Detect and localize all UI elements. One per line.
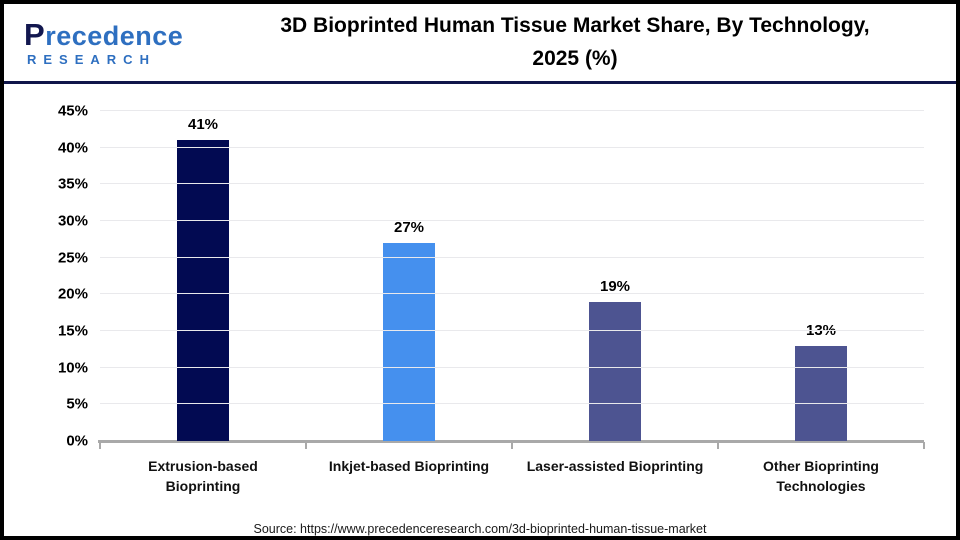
bar-2 xyxy=(383,243,435,441)
bar-1 xyxy=(177,140,229,441)
x-category-label-line: Technologies xyxy=(776,478,866,495)
chart-title-line2: 2025 (%) xyxy=(532,46,618,70)
bars-container: 41% 27% 19% 13% xyxy=(100,111,924,441)
x-category-label-line: Inkjet-based Bioprinting xyxy=(328,458,490,474)
x-axis-labels: Extrusion-based Bioprinting Inkjet-based B… xyxy=(100,456,924,497)
gridline xyxy=(100,220,924,221)
x-category-label-line: Other Bioprinting xyxy=(763,458,879,474)
bar-slot: 13% xyxy=(718,111,924,441)
x-category-label: Extrusion-based Bioprinting xyxy=(100,456,306,497)
gridline xyxy=(100,330,924,331)
x-axis-tick xyxy=(99,442,101,449)
y-tick-label: 15% xyxy=(57,322,88,340)
bar-value-label: 27% xyxy=(393,219,425,236)
x-axis-tick xyxy=(305,442,307,449)
y-tick-label: 10% xyxy=(57,359,88,377)
chart-title-line1: 3D Bioprinted Human Tissue Market Share,… xyxy=(280,13,870,37)
x-category-label-line: Extrusion-based xyxy=(148,458,258,474)
x-category-label: Laser-assisted Bioprinting xyxy=(512,456,718,497)
bar-slot: 19% xyxy=(512,111,718,441)
y-tick-label: 20% xyxy=(57,285,88,303)
y-tick-label: 35% xyxy=(57,175,88,193)
y-tick-label: 0% xyxy=(66,432,88,450)
logo-initial: P xyxy=(24,17,46,52)
y-tick-label: 40% xyxy=(57,139,88,157)
source-text: Source: https://www.precedenceresearch.c… xyxy=(253,522,707,536)
x-category-label-line: Bioprinting xyxy=(165,478,241,495)
gridline xyxy=(100,146,924,148)
header: Precedence RESEARCH 3D Bioprinted Human … xyxy=(4,4,956,84)
x-category-label: Inkjet-based Bioprinting xyxy=(306,456,512,497)
logo-wordmark: Precedence xyxy=(24,19,208,50)
bar-slot: 41% xyxy=(100,111,306,441)
x-category-label: Other Bioprinting Technologies xyxy=(718,456,924,497)
logo-rest: recedence xyxy=(45,21,184,51)
x-axis-line xyxy=(98,440,924,443)
y-tick-label: 5% xyxy=(66,395,88,413)
y-tick-label: 45% xyxy=(57,102,88,120)
gridline xyxy=(100,110,924,111)
chart-title: 3D Bioprinted Human Tissue Market Share,… xyxy=(208,10,942,75)
gridline xyxy=(100,403,924,405)
y-tick-label: 30% xyxy=(57,212,88,230)
gridline xyxy=(100,293,924,295)
bar-value-label: 41% xyxy=(187,116,219,134)
bar-slot: 27% xyxy=(306,111,512,441)
precedence-research-logo: Precedence RESEARCH xyxy=(18,19,208,66)
x-axis-tick xyxy=(717,442,719,449)
bar-4 xyxy=(795,345,847,441)
logo-subtitle: RESEARCH xyxy=(27,52,156,67)
y-tick-label: 25% xyxy=(57,249,88,267)
gridline xyxy=(100,183,924,185)
gridline xyxy=(100,256,924,258)
x-axis-tick xyxy=(923,442,925,449)
bar-value-label: 19% xyxy=(599,277,631,295)
plot-area: 41% 27% 19% 13% 0% 5% 10% 15% 20% 25% 30% 35% 40% 45… xyxy=(58,104,925,449)
x-axis-tick xyxy=(511,442,513,449)
bar-3 xyxy=(589,301,641,441)
gridline xyxy=(100,366,924,368)
x-category-label-line: Laser-assisted Bioprinting xyxy=(526,458,704,474)
chart-area: 41% 27% 19% 13% 0% 5% 10% 15% 20% 25% 30% 35% 40% 45… xyxy=(4,84,956,536)
